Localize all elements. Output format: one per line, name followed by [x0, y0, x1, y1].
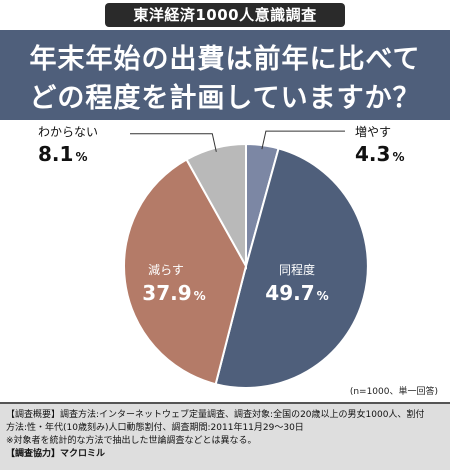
- chart-title-line-2: どの程度を計画していますか？: [29, 83, 421, 114]
- pie-slice-decrease: [123, 158, 248, 386]
- footer-line-3: ※対象者を統計的な方法で抽出した世論調査などとは異なる。: [6, 436, 257, 446]
- survey-footer: 【調査概要】調査方法:インターネットウェブ定量調査、調査対象:全国の20歳以上の…: [0, 402, 450, 470]
- chart-title-line-1: 年末年始の出費は前年に比べて: [29, 44, 421, 75]
- leader-line-increase: [261, 130, 345, 150]
- footer-line-1: 【調査概要】調査方法:インターネットウェブ定量調査、調査対象:全国の20歳以上の…: [6, 410, 425, 420]
- slice-label-same: 同程度: [279, 262, 315, 277]
- sample-note: (n=1000、単一回答): [349, 387, 438, 397]
- leader-line-unknown: [130, 133, 217, 152]
- footer-line-4: 【調査協力】マクロミル: [6, 449, 106, 459]
- pie-slice-same: [214, 147, 369, 389]
- slice-label-unknown: わからない: [38, 125, 98, 139]
- slice-value-same: 49.7%: [265, 281, 328, 305]
- title-band: 年末年始の出費は前年に比べて どの程度を計画していますか？: [0, 30, 450, 120]
- slice-value-decrease: 37.9%: [142, 281, 205, 305]
- slice-value-unknown: 8.1%: [38, 142, 87, 166]
- slice-label-decrease: 減らす: [148, 262, 184, 277]
- slice-value-increase: 4.3%: [355, 142, 404, 166]
- slice-label-increase: 増やす: [355, 125, 391, 139]
- footer-line-2: 方法:性・年代(10歳刻み)人口動態割付、調査期間:2011年11月29〜30日: [6, 423, 304, 433]
- pie-chart: 増やす 4.3 % わからない 8.1 % 同程度 49.7 % 減らす 37.9%: [38, 125, 404, 389]
- survey-tag: 東洋経済1000人意識調査: [105, 3, 345, 27]
